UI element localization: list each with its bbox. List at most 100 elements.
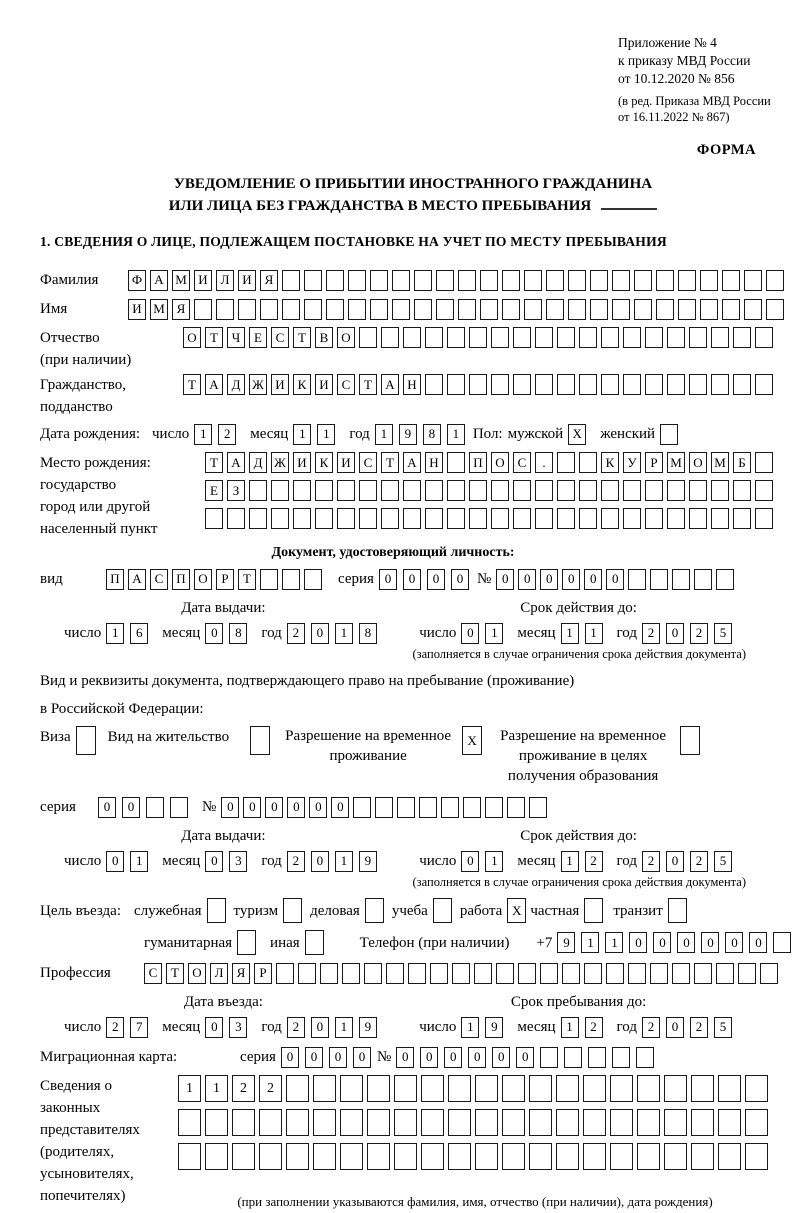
char-box[interactable]: 2 [218,423,237,445]
char-box[interactable] [282,568,300,590]
char-box[interactable]: 0 [280,1046,299,1068]
char-box[interactable] [370,269,388,291]
char-box[interactable]: Д [249,452,267,473]
char-box[interactable] [447,452,465,473]
char-box[interactable]: 2 [584,850,603,872]
char-box[interactable] [524,298,542,320]
char-box[interactable] [636,1046,655,1068]
char-box[interactable]: Е [205,480,223,501]
char-box[interactable] [557,508,575,529]
char-box[interactable]: 3 [229,1016,248,1038]
char-box[interactable] [315,508,333,529]
char-box[interactable] [304,298,322,320]
char-box[interactable]: 0 [243,796,262,818]
char-box[interactable]: М [172,269,190,291]
char-box[interactable]: А [381,374,399,395]
char-box[interactable] [469,374,487,395]
char-box[interactable]: 0 [396,1046,415,1068]
char-box[interactable] [458,298,476,320]
char-box[interactable]: 0 [450,568,469,590]
char-box[interactable] [480,269,498,291]
char-box[interactable] [381,480,399,501]
char-box[interactable] [425,480,443,501]
char-box[interactable] [513,374,531,395]
char-box[interactable]: 8 [358,622,377,644]
char-box[interactable]: 0 [310,1016,329,1038]
char-box[interactable]: Н [403,374,421,395]
char-box[interactable]: И [194,269,212,291]
char-box[interactable] [502,1109,525,1136]
char-box[interactable]: Р [216,568,234,590]
char-box[interactable] [556,1143,579,1170]
char-box[interactable] [458,269,476,291]
char-box[interactable] [282,298,300,320]
char-box[interactable]: 2 [584,1016,603,1038]
char-box[interactable]: Ч [227,327,245,348]
char-box[interactable]: П [106,568,124,590]
char-box[interactable]: 1 [560,622,579,644]
char-box[interactable]: 0 [328,1046,347,1068]
char-box[interactable] [260,568,278,590]
char-box[interactable] [513,327,531,348]
char-box[interactable] [637,1109,660,1136]
char-box[interactable] [650,962,668,984]
char-box[interactable]: 2 [690,622,708,644]
char-box[interactable]: 0 [461,850,480,872]
char-box[interactable]: Л [216,269,234,291]
char-box[interactable] [425,327,443,348]
char-box[interactable] [205,1109,228,1136]
char-box[interactable] [475,1109,498,1136]
char-box[interactable] [700,269,718,291]
char-box[interactable] [353,796,372,818]
char-box[interactable]: С [271,327,289,348]
char-box[interactable] [529,1109,552,1136]
char-box[interactable] [678,298,696,320]
char-box[interactable] [755,508,773,529]
char-box[interactable] [286,1143,309,1170]
char-box[interactable] [716,568,735,590]
char-box[interactable] [628,962,646,984]
char-box[interactable] [691,1143,714,1170]
char-box[interactable] [286,1109,309,1136]
char-box[interactable]: 1 [584,622,603,644]
char-box[interactable] [414,269,432,291]
char-box[interactable]: 0 [496,568,515,590]
char-box[interactable] [271,480,289,501]
char-box[interactable] [298,962,316,984]
char-box[interactable]: О [188,962,206,984]
char-box[interactable] [689,480,707,501]
char-box[interactable] [645,480,663,501]
char-box[interactable]: 2 [232,1075,255,1102]
char-box[interactable] [502,1143,525,1170]
char-box[interactable]: Я [260,269,278,291]
char-box[interactable] [259,1143,282,1170]
char-box[interactable] [579,452,597,473]
char-box[interactable] [610,1075,633,1102]
char-box[interactable] [276,962,294,984]
purpose-business-checkbox[interactable] [364,898,384,923]
char-box[interactable]: И [271,374,289,395]
char-box[interactable]: 8 [422,423,441,445]
char-box[interactable] [556,1109,579,1136]
char-box[interactable]: А [128,568,146,590]
char-box[interactable] [367,1109,390,1136]
char-box[interactable] [691,1109,714,1136]
char-box[interactable] [436,269,454,291]
char-box[interactable] [557,480,575,501]
char-box[interactable]: 0 [461,622,480,644]
char-box[interactable] [170,796,188,818]
char-box[interactable] [381,327,399,348]
char-box[interactable] [722,269,740,291]
char-box[interactable] [447,327,465,348]
char-box[interactable] [610,1143,633,1170]
char-box[interactable] [260,298,278,320]
char-box[interactable]: 5 [714,1016,732,1038]
char-box[interactable] [304,269,322,291]
char-box[interactable] [282,269,300,291]
char-box[interactable] [232,1143,255,1170]
char-box[interactable] [656,298,674,320]
char-box[interactable]: Т [205,452,223,473]
char-box[interactable]: 1 [178,1075,201,1102]
char-box[interactable] [313,1075,336,1102]
char-box[interactable] [304,568,322,590]
